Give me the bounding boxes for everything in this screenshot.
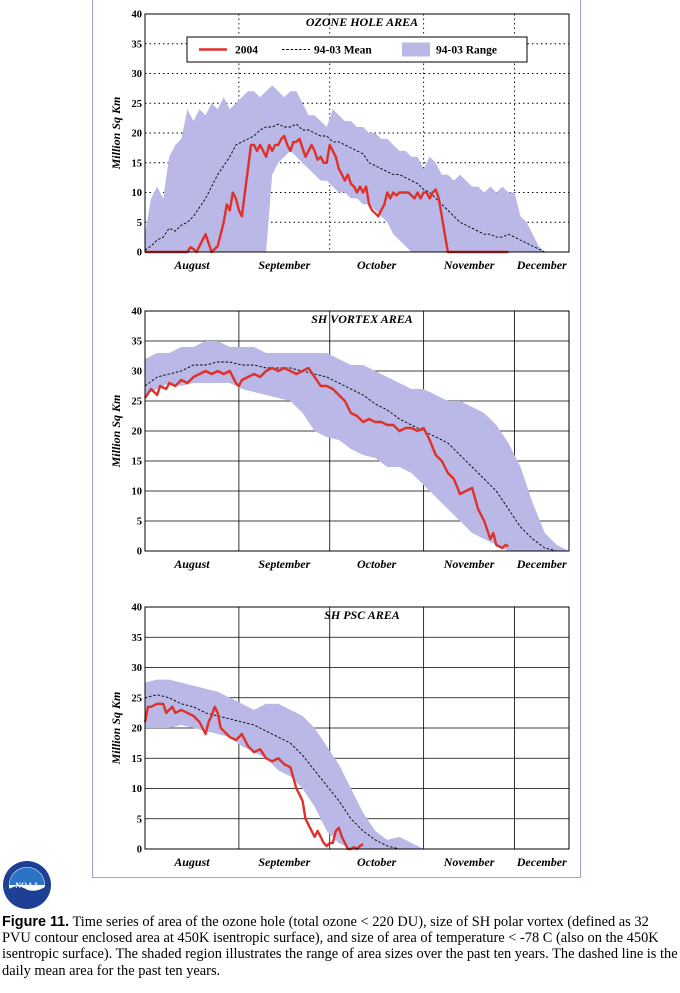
y-tick-label: 25	[132, 397, 143, 408]
y-tick-label: 10	[132, 188, 143, 199]
y-tick-label: 30	[132, 367, 143, 378]
figure-frame	[92, 0, 581, 878]
month-label: December	[516, 258, 567, 272]
month-label: October	[357, 855, 397, 869]
y-tick-label: 20	[132, 129, 143, 140]
month-label: November	[443, 258, 495, 272]
legend-box	[186, 36, 528, 63]
y-tick-label: 25	[132, 693, 143, 704]
month-label: December	[516, 557, 567, 571]
noaa-logo-text: NOAA	[15, 881, 39, 890]
plot-frame	[144, 310, 570, 552]
noaa-logo: NOAA	[3, 861, 51, 909]
y-tick-label: 5	[137, 517, 142, 528]
y-tick-label: 35	[132, 39, 143, 50]
caption-text: Time series of area of the ozone hole (t…	[2, 914, 678, 979]
month-label: September	[258, 855, 310, 869]
y-tick-label: 40	[132, 307, 143, 318]
y-tick-label: 35	[132, 337, 143, 348]
charts-svg: 0 5 10 15 20 25 30 35 40 August September October No…	[109, 10, 570, 869]
chart-title: SH VORTEX AREA	[311, 312, 413, 326]
legend-label: 94-03 Mean	[314, 45, 372, 57]
month-label: August	[173, 557, 210, 571]
y-tick-label: 15	[132, 158, 143, 169]
y-tick-label: 5	[137, 814, 142, 825]
month-label: November	[443, 557, 495, 571]
y-axis-label: Million Sq Km	[109, 395, 123, 469]
y-tick-label: 5	[137, 218, 142, 229]
y-tick-label: 20	[132, 724, 143, 735]
line-2004	[145, 134, 509, 254]
line-2004	[144, 366, 509, 550]
chart-title: SH PSC AREA	[324, 608, 400, 622]
y-tick-label: 40	[132, 10, 143, 21]
chart-panel-1: 0 5 10 15 20 25 30 35 40 August September October No…	[109, 10, 570, 272]
line-2004	[143, 702, 364, 851]
figure-caption: Figure 11. Time series of area of the oz…	[2, 914, 678, 979]
plot-frame	[144, 606, 570, 850]
y-axis-label: Million Sq Km	[109, 692, 123, 766]
chart-panel-2: 0 5 10 15 20 25 30 35 40 August September October No…	[109, 307, 570, 571]
month-label: October	[357, 557, 397, 571]
y-tick-label: 25	[132, 99, 143, 110]
chart-legend: 2004 94-03 Mean 94-03 Range	[186, 36, 528, 63]
y-tick-label: 20	[132, 427, 143, 438]
y-tick-label: 10	[132, 487, 143, 498]
range-band	[145, 85, 545, 253]
month-label: November	[443, 855, 495, 869]
range-band	[145, 341, 569, 551]
y-axis-label: Million Sq Km	[109, 97, 123, 171]
legend-label: 2004	[235, 45, 258, 57]
legend-label: 94-03 Range	[436, 45, 497, 57]
month-label: December	[516, 855, 567, 869]
mean-line	[144, 694, 424, 850]
chart-title: OZONE HOLE AREA	[306, 15, 418, 29]
plot-frame	[144, 13, 570, 253]
y-tick-label: 30	[132, 69, 143, 80]
caption-label: Figure 11.	[2, 914, 70, 930]
y-tick-label: 10	[132, 784, 143, 795]
month-label: September	[258, 258, 310, 272]
y-tick-label: 35	[132, 633, 143, 644]
month-label: September	[258, 557, 310, 571]
month-label: October	[357, 258, 397, 272]
legend-swatch-range	[402, 42, 430, 57]
y-tick-label: 0	[137, 845, 142, 856]
y-tick-label: 30	[132, 663, 143, 674]
y-tick-label: 15	[132, 754, 143, 765]
month-label: August	[173, 855, 210, 869]
chart-panel-3: 0 5 10 15 20 25 30 35 40 August September October No…	[109, 603, 570, 869]
month-label: August	[173, 258, 210, 272]
y-tick-label: 0	[137, 248, 142, 259]
y-tick-label: 0	[137, 547, 142, 558]
y-tick-label: 40	[132, 603, 143, 614]
y-tick-label: 15	[132, 457, 143, 468]
